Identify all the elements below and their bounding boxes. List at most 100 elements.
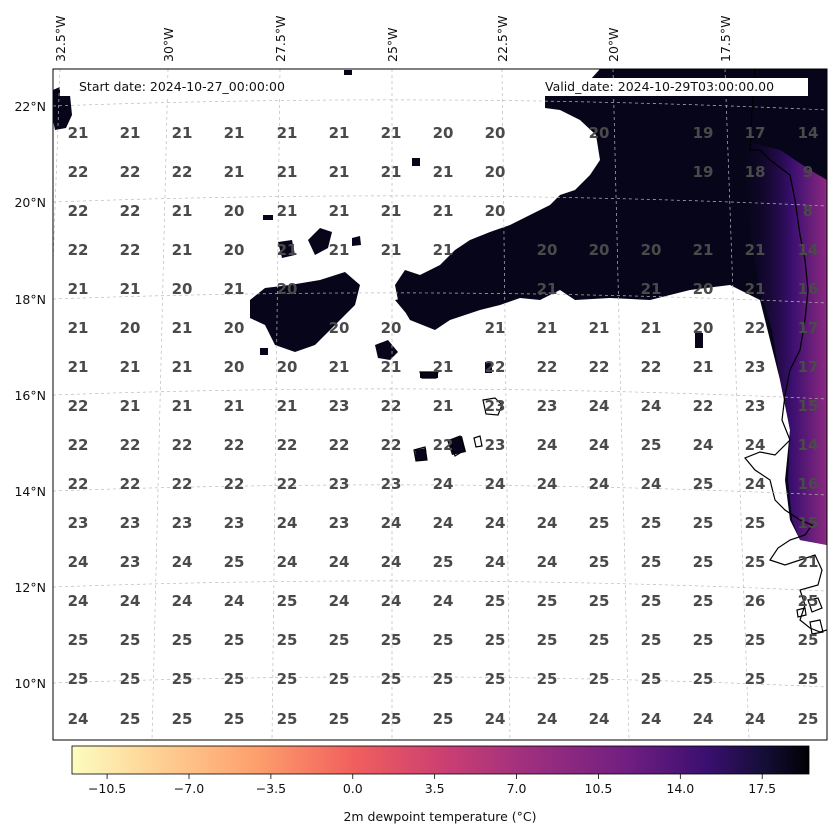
grid-value: 22 (68, 202, 89, 220)
grid-value: 21 (433, 163, 454, 181)
grid-value: 23 (745, 397, 766, 415)
grid-value: 20 (641, 241, 662, 259)
grid-value: 22 (589, 358, 610, 376)
longitude-label: 30°W (161, 27, 176, 62)
grid-value: 24 (277, 553, 298, 571)
grid-value: 25 (693, 631, 714, 649)
grid-value: 21 (172, 319, 193, 337)
grid-value: 21 (589, 319, 610, 337)
grid-value: 20 (120, 319, 141, 337)
grid-value: 25 (329, 670, 350, 688)
grid-value: 24 (589, 436, 610, 454)
grid-value: 20 (485, 124, 506, 142)
grid-value: 21 (120, 397, 141, 415)
colorbar-ticks: −10.5 −7.0 −3.5 0.0 3.5 7.0 10.5 14.0 17.5 (88, 774, 776, 796)
grid-value: 22 (485, 358, 506, 376)
parallel-line (53, 580, 827, 592)
colorbar-gradient (72, 746, 809, 774)
grid-value: 25 (641, 592, 662, 610)
grid-value: 22 (433, 436, 454, 454)
colorbar-tick-label: −10.5 (88, 781, 126, 796)
grid-value: 21 (277, 241, 298, 259)
parallel-line (53, 195, 827, 207)
grid-value: 22 (277, 436, 298, 454)
grid-value: 21 (120, 358, 141, 376)
grid-value: 23 (172, 514, 193, 532)
grid-value: 24 (68, 592, 89, 610)
grid-value: 25 (485, 592, 506, 610)
colorbar-tick-label: 7.0 (507, 781, 527, 796)
grid-value: 23 (329, 514, 350, 532)
grid-value: 20 (485, 202, 506, 220)
latitude-label: 10°N (14, 676, 46, 691)
valid-date-box: Valid_date: 2024-10-29T03:00:00.00 (538, 78, 808, 96)
grid-value: 25 (120, 710, 141, 728)
grid-value: 25 (537, 670, 558, 688)
grid-value: 25 (433, 710, 454, 728)
grid-value: 25 (120, 631, 141, 649)
grid-value: 22 (68, 436, 89, 454)
shaded-blob-small-11 (415, 448, 427, 461)
grid-value: 22 (120, 163, 141, 181)
grid-value: 25 (537, 631, 558, 649)
grid-value: 24 (589, 710, 610, 728)
grid-value: 21 (537, 280, 558, 298)
grid-value: 21 (381, 241, 402, 259)
grid-value: 22 (172, 163, 193, 181)
grid-value: 21 (277, 202, 298, 220)
meridian-line (501, 69, 511, 740)
grid-value: 23 (224, 514, 245, 532)
grid-value: 22 (381, 436, 402, 454)
grid-value: 24 (120, 592, 141, 610)
grid-value: 23 (120, 553, 141, 571)
grid-value: 15 (798, 397, 819, 415)
grid-value: 20 (693, 280, 714, 298)
grid-value: 21 (68, 280, 89, 298)
grid-value: 21 (68, 358, 89, 376)
grid-value: 21 (433, 397, 454, 415)
grid-value: 25 (693, 475, 714, 493)
grid-value: 25 (68, 631, 89, 649)
meridian-line (271, 69, 281, 740)
grid-value: 22 (172, 436, 193, 454)
grid-value: 20 (172, 280, 193, 298)
colorbar-border (71, 745, 810, 775)
grid-value: 25 (641, 553, 662, 571)
grid-value: 24 (172, 553, 193, 571)
grid-value: 25 (433, 631, 454, 649)
grid-value: 25 (745, 514, 766, 532)
grid-value: 24 (745, 436, 766, 454)
grid-value: 22 (277, 475, 298, 493)
grid-value: 21 (172, 124, 193, 142)
grid-value: 23 (120, 514, 141, 532)
grid-value: 14 (798, 124, 819, 142)
shaded-blob-west (53, 86, 72, 130)
grid-value: 21 (329, 202, 350, 220)
grid-value: 25 (277, 670, 298, 688)
grid-value: 24 (485, 475, 506, 493)
grid-value: 21 (381, 202, 402, 220)
grid-value: 24 (433, 475, 454, 493)
grid-value: 25 (745, 670, 766, 688)
grid-value: 25 (329, 631, 350, 649)
grid-value: 24 (589, 397, 610, 415)
coastline-islands-cape-verde (413, 371, 503, 462)
grid-value: 23 (329, 397, 350, 415)
grid-value: 24 (537, 710, 558, 728)
longitude-label: 22.5°W (495, 16, 510, 62)
latitude-label: 14°N (14, 484, 46, 499)
grid-value: 24 (329, 553, 350, 571)
grid-value: 18 (745, 163, 766, 181)
shaded-blob-small-9 (344, 70, 352, 75)
grid-value: 20 (277, 280, 298, 298)
grid-value: 26 (745, 592, 766, 610)
grid-value: 21 (485, 319, 506, 337)
grid-value: 20 (433, 124, 454, 142)
grid-value: 21 (433, 202, 454, 220)
grid-value: 20 (224, 319, 245, 337)
grid-value: 25 (120, 670, 141, 688)
grid-value: 20 (381, 319, 402, 337)
colorbar-tick-label: −7.0 (174, 781, 204, 796)
grid-value: 21 (329, 163, 350, 181)
grid-value: 25 (172, 670, 193, 688)
